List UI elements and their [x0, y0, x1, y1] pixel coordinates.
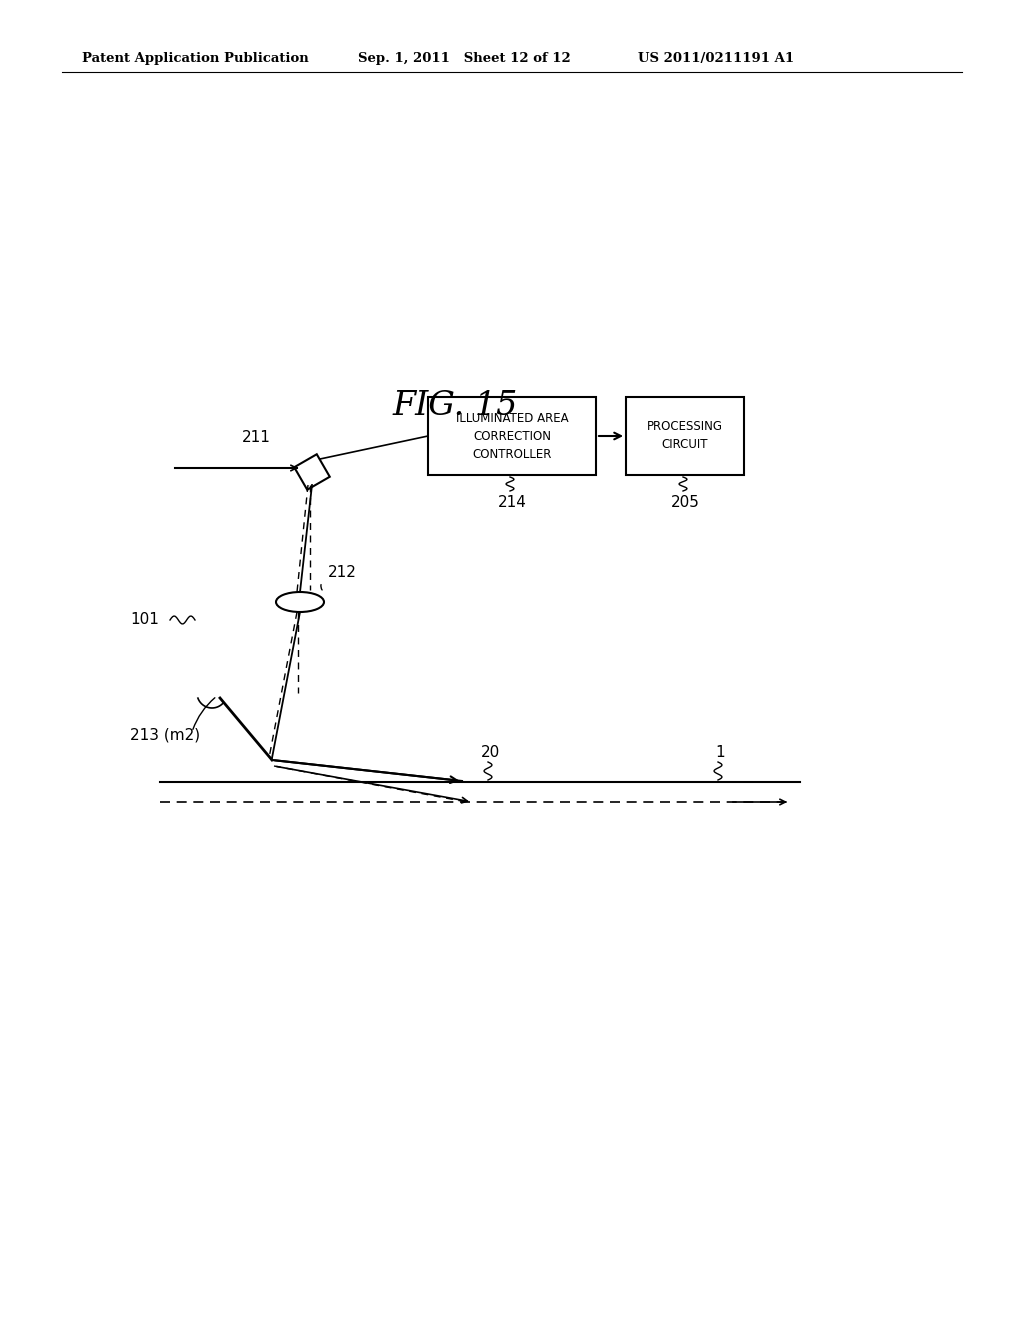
Bar	[428, 397, 596, 475]
Text: 213 (m2): 213 (m2)	[130, 727, 200, 742]
Text: 211: 211	[242, 429, 271, 445]
Text: 1: 1	[715, 744, 725, 760]
Text: FIG. 15: FIG. 15	[392, 389, 517, 422]
Text: PROCESSING
CIRCUIT: PROCESSING CIRCUIT	[647, 421, 723, 451]
Text: Sep. 1, 2011   Sheet 12 of 12: Sep. 1, 2011 Sheet 12 of 12	[358, 51, 570, 65]
Text: 101: 101	[130, 612, 159, 627]
Text: US 2011/0211191 A1: US 2011/0211191 A1	[638, 51, 795, 65]
Text: 205: 205	[671, 495, 699, 510]
Text: 214: 214	[498, 495, 526, 510]
Bar	[626, 397, 744, 475]
Text: 20: 20	[480, 744, 500, 760]
Text: ILLUMINATED AREA
CORRECTION
CONTROLLER: ILLUMINATED AREA CORRECTION CONTROLLER	[456, 412, 568, 461]
Text: 212: 212	[328, 565, 357, 579]
Text: Patent Application Publication: Patent Application Publication	[82, 51, 309, 65]
